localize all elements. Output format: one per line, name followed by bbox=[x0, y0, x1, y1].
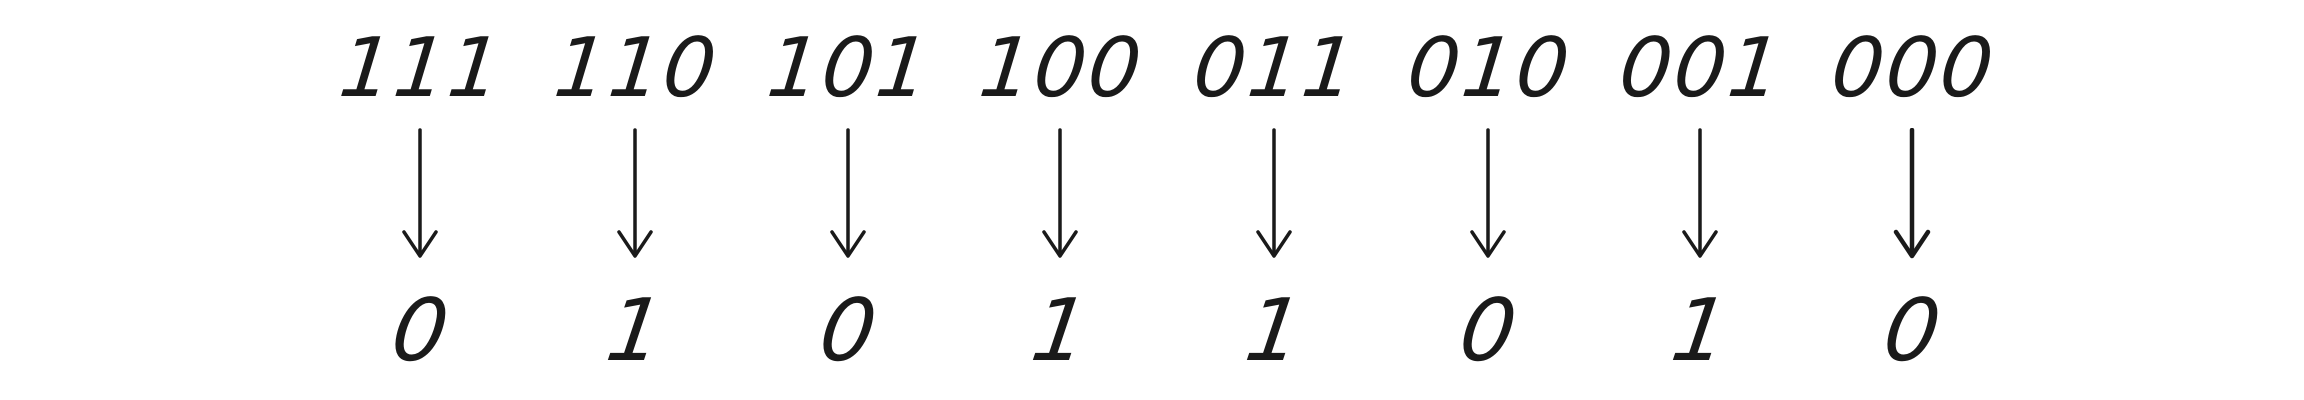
down-arrow-icon bbox=[1256, 128, 1292, 258]
down-arrow-icon bbox=[402, 128, 438, 258]
output-bit: 0 bbox=[385, 281, 455, 381]
rule-column-000: 000 0 bbox=[1827, 0, 2000, 400]
down-arrow-icon bbox=[617, 128, 653, 258]
rule-column-100: 100 1 bbox=[975, 0, 1148, 400]
rule-column-010: 010 0 bbox=[1403, 0, 1576, 400]
neighborhood-pattern: 100 bbox=[975, 21, 1148, 116]
output-bit: 0 bbox=[1877, 281, 1947, 381]
rule-column-011: 011 1 bbox=[1189, 0, 1362, 400]
neighborhood-pattern: 110 bbox=[550, 21, 723, 116]
output-bit: 1 bbox=[1025, 281, 1095, 381]
down-arrow-icon bbox=[1893, 128, 1931, 259]
rule-column-101: 101 0 bbox=[763, 0, 936, 400]
rule-column-111: 111 0 bbox=[335, 0, 508, 400]
output-bit: 1 bbox=[600, 281, 670, 381]
neighborhood-pattern: 001 bbox=[1615, 21, 1788, 116]
neighborhood-pattern: 000 bbox=[1827, 21, 2000, 116]
output-bit: 1 bbox=[1665, 281, 1735, 381]
neighborhood-pattern: 010 bbox=[1403, 21, 1576, 116]
down-arrow-icon bbox=[1042, 128, 1078, 258]
neighborhood-pattern: 011 bbox=[1189, 21, 1362, 116]
rule-column-001: 001 1 bbox=[1615, 0, 1788, 400]
output-bit: 1 bbox=[1239, 281, 1309, 381]
down-arrow-icon bbox=[830, 128, 866, 258]
down-arrow-icon bbox=[1470, 128, 1506, 258]
rule-column-110: 110 1 bbox=[550, 0, 723, 400]
neighborhood-pattern: 101 bbox=[763, 21, 936, 116]
neighborhood-pattern: 111 bbox=[335, 21, 508, 116]
down-arrow-icon bbox=[1682, 128, 1718, 258]
output-bit: 0 bbox=[813, 281, 883, 381]
output-bit: 0 bbox=[1453, 281, 1523, 381]
